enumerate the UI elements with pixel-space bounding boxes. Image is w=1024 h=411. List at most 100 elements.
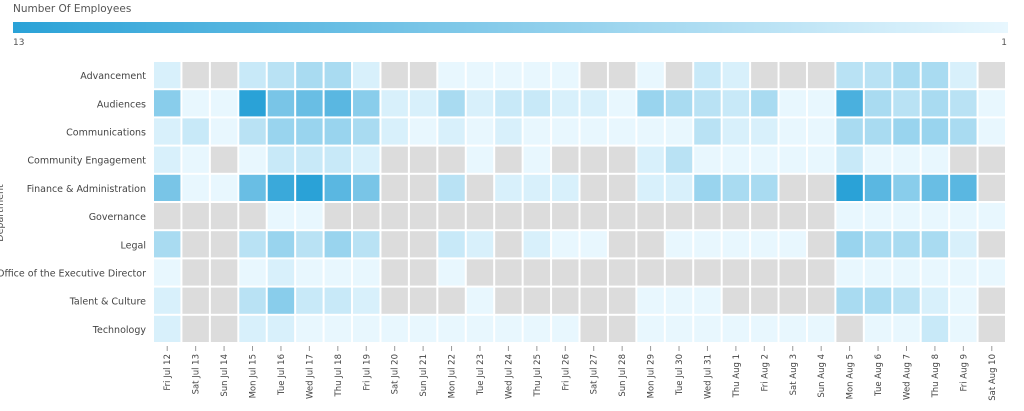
heatmap-cell[interactable] [182,231,209,258]
heatmap-cell[interactable] [182,118,209,145]
heatmap-cell[interactable] [154,203,181,230]
heatmap-cell[interactable] [381,90,408,117]
heatmap-cell[interactable] [637,259,664,286]
heatmap-cell[interactable] [580,259,607,286]
heatmap-cell[interactable] [665,231,693,258]
heatmap-cell[interactable] [893,315,920,342]
heatmap-cell[interactable] [324,287,352,314]
heatmap-cell[interactable] [950,90,977,117]
heatmap-cell[interactable] [466,146,494,173]
heatmap-cell[interactable] [324,203,352,230]
heatmap-cell[interactable] [608,315,636,342]
heatmap-cell[interactable] [722,203,750,230]
heatmap-cell[interactable] [296,203,323,230]
heatmap-cell[interactable] [495,146,522,173]
heatmap-cell[interactable] [267,203,295,230]
heatmap-cell[interactable] [523,90,551,117]
heatmap-cell[interactable] [409,287,437,314]
heatmap-cell[interactable] [409,146,437,173]
heatmap-cell[interactable] [523,118,551,145]
heatmap-cell[interactable] [608,287,636,314]
heatmap-cell[interactable] [409,174,437,201]
heatmap-cell[interactable] [836,315,863,342]
heatmap-cell[interactable] [608,90,636,117]
heatmap-cell[interactable] [296,90,323,117]
heatmap-cell[interactable] [722,315,750,342]
heatmap-cell[interactable] [495,203,522,230]
heatmap-cell[interactable] [608,62,636,89]
heatmap-cell[interactable] [950,203,977,230]
heatmap-cell[interactable] [495,118,522,145]
heatmap-cell[interactable] [495,231,522,258]
heatmap-cell[interactable] [552,315,579,342]
heatmap-cell[interactable] [580,174,607,201]
heatmap-cell[interactable] [694,174,721,201]
heatmap-cell[interactable] [921,174,949,201]
heatmap-cell[interactable] [950,287,977,314]
heatmap-cell[interactable] [580,118,607,145]
heatmap-cell[interactable] [353,90,380,117]
heatmap-cell[interactable] [523,231,551,258]
heatmap-cell[interactable] [182,90,209,117]
heatmap-cell[interactable] [210,118,238,145]
heatmap-cell[interactable] [239,174,266,201]
heatmap-cell[interactable] [665,315,693,342]
heatmap-cell[interactable] [722,62,750,89]
heatmap-cell[interactable] [608,174,636,201]
heatmap-cell[interactable] [154,231,181,258]
heatmap-cell[interactable] [523,203,551,230]
heatmap-cell[interactable] [978,90,1005,117]
heatmap-cell[interactable] [438,62,465,89]
heatmap-cell[interactable] [779,231,806,258]
heatmap-cell[interactable] [779,203,806,230]
heatmap-cell[interactable] [978,203,1005,230]
heatmap-cell[interactable] [950,118,977,145]
heatmap-cell[interactable] [210,203,238,230]
heatmap-cell[interactable] [836,259,863,286]
heatmap-cell[interactable] [722,146,750,173]
heatmap-cell[interactable] [751,62,778,89]
heatmap-cell[interactable] [381,174,408,201]
heatmap-cell[interactable] [353,203,380,230]
heatmap-cell[interactable] [552,90,579,117]
heatmap-cell[interactable] [239,146,266,173]
heatmap-cell[interactable] [296,231,323,258]
heatmap-cell[interactable] [864,287,892,314]
heatmap-cell[interactable] [921,146,949,173]
heatmap-cell[interactable] [210,62,238,89]
heatmap-cell[interactable] [722,90,750,117]
heatmap-cell[interactable] [950,62,977,89]
heatmap-cell[interactable] [807,259,835,286]
heatmap-cell[interactable] [864,174,892,201]
heatmap-cell[interactable] [864,146,892,173]
heatmap-cell[interactable] [438,146,465,173]
heatmap-cell[interactable] [267,315,295,342]
heatmap-cell[interactable] [552,118,579,145]
heatmap-cell[interactable] [580,315,607,342]
heatmap-cell[interactable] [978,315,1005,342]
heatmap-cell[interactable] [523,315,551,342]
heatmap-cell[interactable] [552,203,579,230]
heatmap-cell[interactable] [665,174,693,201]
heatmap-cell[interactable] [864,118,892,145]
heatmap-cell[interactable] [381,287,408,314]
heatmap-cell[interactable] [836,90,863,117]
heatmap-cell[interactable] [637,146,664,173]
heatmap-cell[interactable] [154,146,181,173]
heatmap-cell[interactable] [353,315,380,342]
heatmap-cell[interactable] [552,231,579,258]
heatmap-cell[interactable] [836,287,863,314]
heatmap-cell[interactable] [921,118,949,145]
heatmap-cell[interactable] [779,62,806,89]
heatmap-cell[interactable] [552,287,579,314]
heatmap-cell[interactable] [409,231,437,258]
heatmap-cell[interactable] [921,315,949,342]
heatmap-cell[interactable] [381,118,408,145]
heatmap-cell[interactable] [921,203,949,230]
heatmap-cell[interactable] [751,315,778,342]
heatmap-cell[interactable] [637,315,664,342]
heatmap-cell[interactable] [182,315,209,342]
heatmap-cell[interactable] [921,231,949,258]
heatmap-cell[interactable] [893,146,920,173]
heatmap-cell[interactable] [182,174,209,201]
